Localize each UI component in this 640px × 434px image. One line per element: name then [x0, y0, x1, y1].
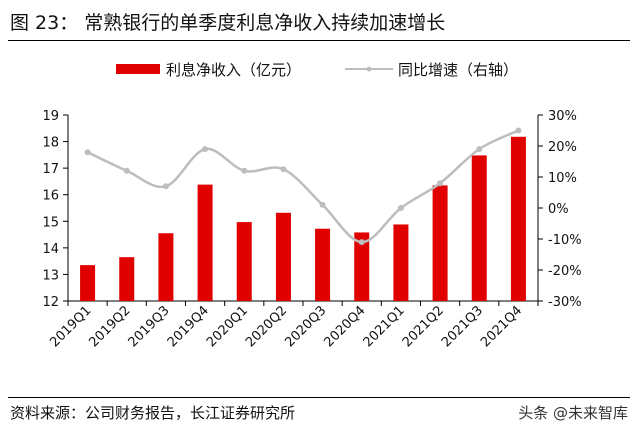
growth-point	[241, 167, 248, 174]
y-left-tick-label: 18	[42, 136, 59, 151]
figure-label: 图 23：	[10, 12, 79, 34]
chart: 利息净收入（亿元） 同比增速（右轴） 12 13 14 15 16 17 18 19 -30% -…	[42, 61, 581, 350]
top-rule	[8, 40, 630, 41]
y-left-tick-label: 12	[42, 295, 59, 310]
x-tick-label: 2019Q3	[126, 303, 173, 350]
x-tick-label: 2019Q2	[86, 303, 133, 350]
bar	[315, 228, 331, 301]
x-tick-label: 2020Q1	[204, 303, 251, 350]
y-right-tick-label: -20%	[548, 264, 582, 279]
watermark: 头条 @未来智库	[518, 404, 628, 422]
x-tick-label: 2021Q2	[400, 303, 447, 350]
growth-point	[280, 166, 287, 173]
x-tick-label: 2020Q4	[321, 303, 368, 350]
y-left-tick-label: 16	[42, 189, 59, 204]
legend-swatch-bar	[116, 64, 160, 74]
bar	[354, 232, 370, 301]
growth-point	[515, 127, 522, 134]
bottom-rule	[8, 397, 630, 398]
legend-swatch-marker	[366, 66, 372, 72]
bar	[119, 257, 135, 301]
plot-area: 12 13 14 15 16 17 18 19 -30% -20% -10% 0% 10% 20% 30% 2…	[42, 109, 581, 350]
growth-point	[162, 183, 169, 190]
growth-point	[397, 205, 404, 211]
growth-line	[87, 129, 519, 244]
bar	[158, 233, 174, 301]
legend: 利息净收入（亿元） 同比增速（右轴）	[116, 61, 518, 79]
figure-title-text: 常熟银行的单季度利息净收入持续加速增长	[84, 12, 446, 34]
bar	[471, 155, 487, 301]
bar	[510, 136, 526, 301]
growth-point	[84, 149, 91, 156]
bar	[432, 185, 448, 301]
x-tick-label: 2021Q4	[478, 303, 525, 350]
y-left-tick-label: 13	[42, 268, 59, 283]
bar	[197, 184, 213, 301]
y-right-tick-label: 0%	[548, 202, 569, 217]
figure-title: 图 23： 常熟银行的单季度利息净收入持续加速增长	[10, 8, 445, 35]
x-tick-label: 2020Q2	[243, 303, 290, 350]
x-tick-label: 2019Q4	[165, 303, 212, 350]
x-tick-label: 2021Q3	[439, 303, 486, 350]
y-right-tick-label: 10%	[548, 171, 577, 186]
y-right-tick-label: 20%	[548, 140, 577, 155]
x-tick-label: 2019Q1	[47, 303, 94, 350]
y-right-tick-label: -30%	[548, 295, 582, 310]
x-tick-label: 2021Q1	[361, 303, 408, 350]
growth-point	[437, 180, 444, 187]
y-left-tick-label: 15	[42, 215, 59, 230]
y-left-tick-label: 19	[42, 109, 59, 124]
x-tick-label: 2020Q3	[282, 303, 329, 350]
growth-point	[476, 146, 483, 153]
y-left-tick-label: 14	[42, 242, 59, 257]
y-left-tick-label: 17	[42, 162, 59, 177]
y-right-tick-label: 30%	[548, 109, 577, 124]
growth-point	[319, 201, 326, 208]
growth-point	[358, 239, 365, 246]
bar	[80, 265, 96, 301]
growth-point	[202, 146, 209, 153]
y-right-tick-label: -10%	[548, 233, 582, 248]
bar	[275, 212, 291, 301]
bar	[236, 222, 252, 301]
legend-label-bar: 利息净收入（亿元）	[166, 61, 301, 79]
growth-point	[123, 167, 130, 174]
bar	[393, 224, 409, 301]
source-note: 资料来源：公司财务报告，长江证券研究所	[10, 404, 296, 422]
legend-label-line: 同比增速（右轴）	[398, 61, 518, 79]
